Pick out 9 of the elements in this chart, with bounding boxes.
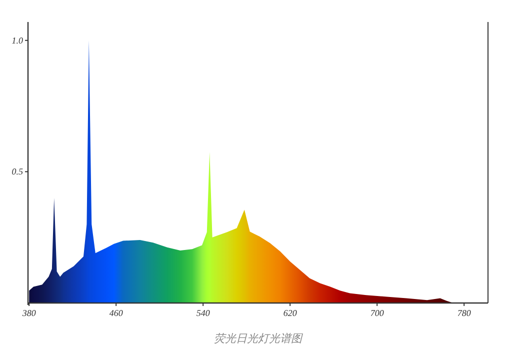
- x-tick-label: 620: [283, 308, 298, 318]
- text: 荧光日光灯光谱图: [214, 332, 304, 345]
- x-tick-label: 700: [370, 308, 384, 318]
- x-tick-label: 460: [109, 308, 124, 318]
- x-tick-label: 380: [21, 308, 36, 318]
- y-tick-label: 0.5: [12, 166, 24, 177]
- y-tick-label: 1.0: [12, 35, 24, 46]
- x-tick-label: 780: [457, 308, 472, 318]
- x-tick-label: 540: [196, 308, 210, 318]
